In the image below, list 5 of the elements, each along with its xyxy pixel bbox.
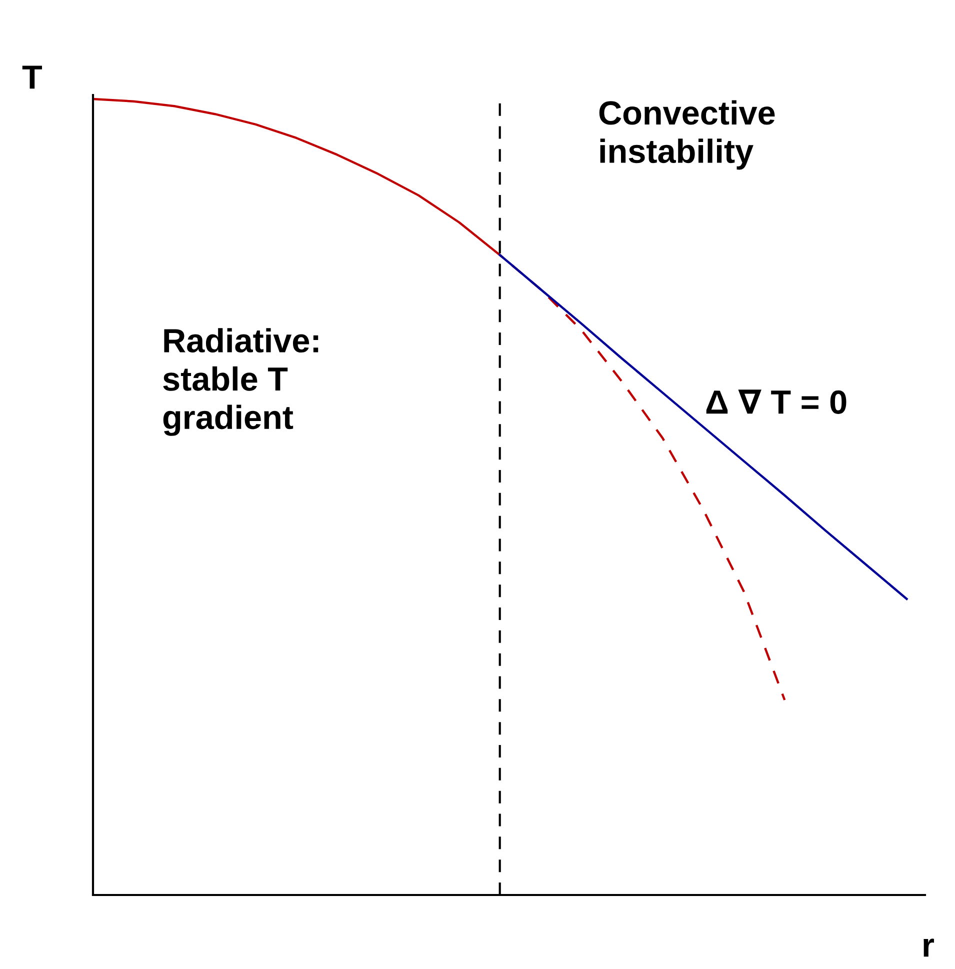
annotation: Radiative: stable T gradient <box>163 328 318 436</box>
annotation: Δ ∇ T = 0 <box>706 390 846 414</box>
annotation: Convective instability <box>599 100 775 170</box>
x-axis-title: r <box>924 938 934 957</box>
y-axis-title: T <box>22 66 42 89</box>
